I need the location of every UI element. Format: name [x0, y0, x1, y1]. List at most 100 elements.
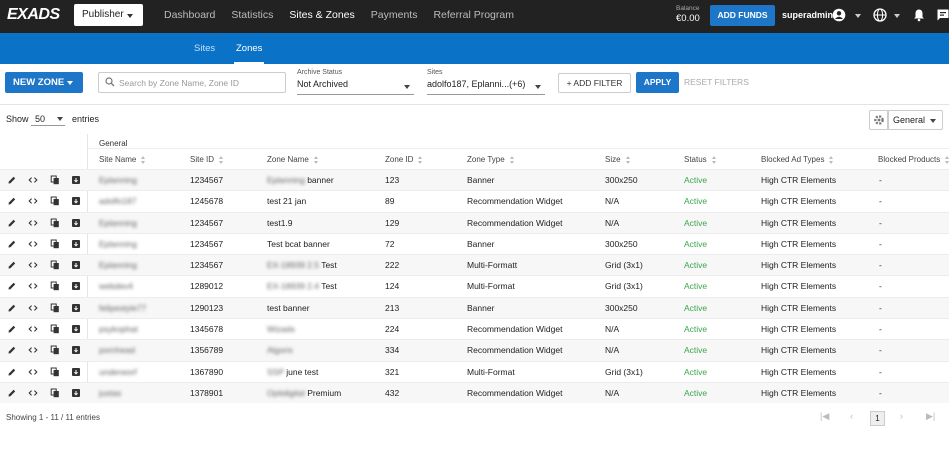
edit-icon[interactable] — [7, 303, 17, 313]
edit-icon[interactable] — [7, 367, 17, 377]
code-icon[interactable] — [28, 175, 38, 185]
search-input[interactable] — [119, 75, 279, 90]
table-row[interactable]: felipestyle77 1290123 test banner 213 Ba… — [0, 296, 949, 319]
table-row[interactable]: Eplanning 1234567 test1.9 129 Recommenda… — [0, 211, 949, 233]
zone-name[interactable]: Eplanning banner — [267, 170, 334, 190]
code-icon[interactable] — [28, 281, 38, 291]
nav-dashboard[interactable]: Dashboard — [164, 9, 216, 21]
column-header-site-name[interactable]: Site Name — [99, 155, 146, 164]
sites-filter[interactable]: Sites adolfo187, Eplanni...(+6) — [427, 69, 545, 95]
table-row[interactable]: underworf 1367890 SSP june test 321 Mult… — [0, 360, 949, 382]
code-icon[interactable] — [28, 324, 38, 334]
edit-icon[interactable] — [7, 239, 17, 249]
nav-referral-program[interactable]: Referral Program — [433, 9, 514, 21]
code-icon[interactable] — [28, 196, 38, 206]
edit-icon[interactable] — [7, 260, 17, 270]
nav-payments[interactable]: Payments — [370, 9, 418, 21]
code-icon[interactable] — [28, 303, 38, 313]
zone-name[interactable]: test banner — [267, 298, 310, 318]
copy-icon[interactable] — [50, 218, 60, 228]
archive-icon[interactable] — [71, 260, 81, 270]
column-header-blocked-products[interactable]: Blocked Products — [878, 155, 949, 164]
tab-sites[interactable]: Sites — [194, 43, 216, 54]
column-header-zone-name[interactable]: Zone Name — [267, 155, 319, 164]
edit-icon[interactable] — [7, 281, 17, 291]
zone-name[interactable]: EX-18939 2.5 Test — [267, 255, 337, 275]
entries-per-page-select[interactable]: 50 — [31, 112, 65, 126]
globe-icon[interactable] — [873, 8, 887, 22]
column-settings-button[interactable] — [869, 110, 889, 130]
copy-icon[interactable] — [50, 345, 60, 355]
table-row[interactable]: adolfo187 1245678 test 21 jan 89 Recomme… — [0, 190, 949, 211]
zone-name[interactable]: Algorix — [267, 340, 293, 360]
nav-sites-zones[interactable]: Sites & Zones — [289, 9, 355, 21]
add-funds-button[interactable]: ADD FUNDS — [710, 5, 775, 26]
last-page-icon[interactable]: ▶| — [926, 411, 936, 421]
archive-icon[interactable] — [71, 303, 81, 313]
archive-icon[interactable] — [71, 345, 81, 355]
archive-icon[interactable] — [71, 281, 81, 291]
copy-icon[interactable] — [50, 196, 60, 206]
archive-icon[interactable] — [71, 175, 81, 185]
edit-icon[interactable] — [7, 175, 17, 185]
copy-icon[interactable] — [50, 239, 60, 249]
archive-status-filter[interactable]: Archive Status Not Archived — [297, 69, 414, 95]
table-row[interactable]: Eplanning 1234567 Test bcat banner 72 Ba… — [0, 232, 949, 254]
archive-icon[interactable] — [71, 218, 81, 228]
apply-button[interactable]: APPLY — [636, 72, 679, 93]
table-row[interactable]: webdev4 1289012 EX-18939 2.4 Test 124 Mu… — [0, 275, 949, 296]
copy-icon[interactable] — [50, 260, 60, 270]
edit-icon[interactable] — [7, 345, 17, 355]
table-row[interactable]: Eplanning 1234567 Eplanning banner 123 B… — [0, 169, 949, 191]
archive-icon[interactable] — [71, 388, 81, 398]
code-icon[interactable] — [28, 367, 38, 377]
code-icon[interactable] — [28, 239, 38, 249]
add-filter-button[interactable]: + ADD FILTER — [558, 73, 631, 93]
archive-icon[interactable] — [71, 367, 81, 377]
copy-icon[interactable] — [50, 324, 60, 334]
bell-icon[interactable] — [912, 8, 926, 22]
zone-name[interactable]: Test bcat banner — [267, 234, 330, 254]
column-header-zone-type[interactable]: Zone Type — [467, 155, 515, 164]
column-header-size[interactable]: Size — [605, 155, 631, 164]
table-row[interactable]: pornhead 1356789 Algorix 334 Recommendat… — [0, 339, 949, 361]
copy-icon[interactable] — [50, 175, 60, 185]
code-icon[interactable] — [28, 260, 38, 270]
zone-name[interactable]: test 21 jan — [267, 191, 306, 211]
edit-icon[interactable] — [7, 218, 17, 228]
column-header-status[interactable]: Status — [684, 155, 717, 164]
copy-icon[interactable] — [50, 281, 60, 291]
prev-page-icon[interactable]: ‹ — [850, 411, 853, 421]
account-icon[interactable] — [832, 8, 846, 22]
search-box[interactable] — [98, 72, 286, 93]
edit-icon[interactable] — [7, 324, 17, 334]
copy-icon[interactable] — [50, 367, 60, 377]
column-header-zone-id[interactable]: Zone ID — [385, 155, 423, 164]
tab-zones[interactable]: Zones — [233, 33, 265, 64]
zone-name[interactable]: test1.9 — [267, 213, 293, 233]
zone-name[interactable]: Wizads — [267, 319, 295, 339]
table-row[interactable]: Eplanning 1234567 EX-18939 2.5 Test 222 … — [0, 254, 949, 276]
archive-icon[interactable] — [71, 239, 81, 249]
feedback-icon[interactable] — [936, 8, 949, 22]
next-page-icon[interactable]: › — [900, 411, 903, 421]
exads-logo[interactable]: EXADS — [7, 6, 60, 23]
archive-icon[interactable] — [71, 196, 81, 206]
reset-filters-button[interactable]: RESET FILTERS — [684, 77, 749, 87]
username[interactable]: superadmin — [782, 10, 834, 20]
table-row[interactable]: justas 1378901 Optidigital Premium 432 R… — [0, 381, 949, 404]
column-header-blocked-ad-types[interactable]: Blocked Ad Types — [761, 155, 834, 164]
code-icon[interactable] — [28, 345, 38, 355]
edit-icon[interactable] — [7, 388, 17, 398]
copy-icon[interactable] — [50, 303, 60, 313]
page-number-current[interactable]: 1 — [870, 411, 885, 426]
code-icon[interactable] — [28, 388, 38, 398]
zone-name[interactable]: EX-18939 2.4 Test — [267, 276, 337, 296]
zone-name[interactable]: Optidigital Premium — [267, 383, 341, 403]
column-set-select[interactable]: General — [887, 110, 943, 130]
code-icon[interactable] — [28, 218, 38, 228]
table-row[interactable]: psykophat 1345678 Wizads 224 Recommendat… — [0, 318, 949, 339]
archive-icon[interactable] — [71, 324, 81, 334]
first-page-icon[interactable]: |◀ — [820, 411, 830, 421]
zone-name[interactable]: SSP june test — [267, 362, 318, 382]
